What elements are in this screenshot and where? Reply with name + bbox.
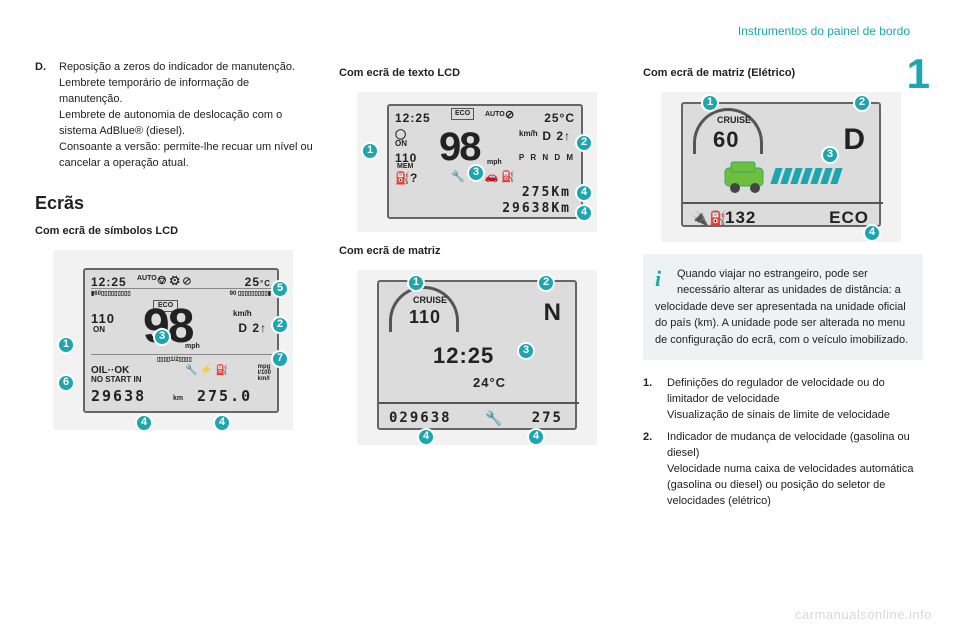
gear-indicator: N bbox=[544, 296, 561, 331]
list-item: 2.Indicador de mudança de velocidade (ga… bbox=[643, 430, 923, 510]
callout-badge: 2 bbox=[537, 274, 555, 292]
on-label: ON bbox=[395, 138, 407, 150]
lcd-text: 12:25 ECO AUTO ⊘ 25°C ◯ ON 98 km/h D 2↑ … bbox=[387, 104, 583, 219]
callout-badge: 6 bbox=[57, 374, 75, 392]
fuel-icon: 🔌⛽ bbox=[691, 208, 728, 228]
subhead-text-lcd: Com ecrã de texto LCD bbox=[339, 66, 619, 82]
column-3: Com ecrã de matriz (Elétrico) CRUISE 60 … bbox=[643, 60, 923, 516]
odometer: 29638Km bbox=[502, 200, 571, 219]
info-box: i Quando viajar no estrangeiro, pode ser… bbox=[643, 254, 923, 361]
lcd-temp: 25°C bbox=[544, 110, 575, 127]
on-label: ON bbox=[93, 324, 105, 336]
figure-matrix-electric: CRUISE 60 D 🔌⛽ 132 ECO 1 2 3 4 bbox=[661, 92, 901, 242]
icons-row: 🔧 ⚡ ⛽ bbox=[185, 364, 228, 379]
callout-badge: 3 bbox=[467, 164, 485, 182]
auto-label: AUTO bbox=[485, 110, 505, 120]
gear-indicator: D bbox=[843, 118, 865, 162]
gear-indicator: D 2↑ bbox=[238, 320, 267, 337]
wiper-icon: ⎊ ⚙ ⊘ bbox=[157, 272, 191, 289]
callout-badge: 2 bbox=[575, 134, 593, 152]
odometer: 29638 bbox=[91, 386, 146, 408]
cruise-val: 60 bbox=[713, 124, 739, 156]
list-item-d: D. Reposição a zeros do indicador de man… bbox=[35, 60, 315, 172]
callout-badge: 1 bbox=[57, 336, 75, 354]
lcd-temp: 24°C bbox=[473, 374, 506, 393]
figure-symbols-lcd: 12:25 AUTO ⎊ ⚙ ⊘ 25°C ▮60▯▯▯▯▯▯▯▯▯ 90 ▯▯… bbox=[53, 250, 293, 430]
callout-badge: 3 bbox=[517, 342, 535, 360]
gauge-left: ▮60▯▯▯▯▯▯▯▯▯ bbox=[91, 290, 131, 299]
hint-icon: ⛽? bbox=[395, 170, 417, 187]
callout-badge: 7 bbox=[271, 350, 289, 368]
callout-badge: 4 bbox=[213, 414, 231, 432]
figure-matrix: CRUISE 110 N 12:25 24°C 029638 🔧 275 1 2 3… bbox=[357, 270, 597, 445]
column-1: D. Reposição a zeros do indicador de man… bbox=[35, 60, 315, 516]
odometer: 029638 bbox=[389, 408, 452, 428]
trip: 275 bbox=[532, 408, 563, 428]
subhead-symbols-lcd: Com ecrã de símbolos LCD bbox=[35, 224, 315, 240]
mph-label: mph bbox=[487, 158, 502, 168]
mph-label: mph bbox=[185, 342, 200, 352]
speed-unit: km/h bbox=[233, 308, 252, 320]
heading-ecras: Ecrãs bbox=[35, 190, 315, 216]
watermark: carmanualsonline.info bbox=[795, 607, 932, 622]
gauge-right: 90 ▯▯▯▯▯▯▯▯▯▮ bbox=[230, 290, 271, 299]
gear-indicator: D 2↑ bbox=[542, 128, 571, 145]
lcd-clock: 12:25 bbox=[395, 110, 431, 127]
list-item-text: Definições do regulador de velocidade ou… bbox=[667, 376, 923, 424]
callout-badge: 1 bbox=[701, 94, 719, 112]
lcd-auto: AUTO bbox=[137, 274, 157, 284]
subhead-matrix-electric: Com ecrã de matriz (Elétrico) bbox=[643, 66, 923, 82]
callout-badge: 4 bbox=[863, 224, 881, 242]
list-item-text: Indicador de mudança de velocidade (gaso… bbox=[667, 430, 923, 510]
callout-badge: 3 bbox=[821, 146, 839, 164]
speed-unit: km/h bbox=[519, 128, 538, 140]
callout-badge: 2 bbox=[271, 316, 289, 334]
wrench-icon: 🔧 bbox=[485, 408, 503, 428]
section-header: Instrumentos do painel de bordo bbox=[738, 24, 910, 38]
callout-badge: 4 bbox=[575, 204, 593, 222]
odo-unit: km bbox=[173, 394, 183, 404]
list-item-number: 1. bbox=[643, 376, 659, 424]
list-item-number: 2. bbox=[643, 430, 659, 510]
callout-badge: 5 bbox=[271, 280, 289, 298]
figure-text-lcd: 12:25 ECO AUTO ⊘ 25°C ◯ ON 98 km/h D 2↑ … bbox=[357, 92, 597, 232]
subhead-matrix: Com ecrã de matriz bbox=[339, 244, 619, 260]
lcd-symbols: 12:25 AUTO ⎊ ⚙ ⊘ 25°C ▮60▯▯▯▯▯▯▯▯▯ 90 ▯▯… bbox=[83, 268, 279, 413]
callout-badge: 1 bbox=[361, 142, 379, 160]
prndm: P R N D M bbox=[519, 152, 575, 164]
lcd-clock: 12:25 bbox=[433, 340, 494, 372]
numbered-list: 1.Definições do regulador de velocidade … bbox=[643, 376, 923, 510]
callout-badge: 4 bbox=[135, 414, 153, 432]
callout-badge: 4 bbox=[575, 184, 593, 202]
nostart: NO START IN bbox=[91, 374, 142, 386]
charge-bars bbox=[773, 168, 840, 184]
list-item: 1.Definições do regulador de velocidade … bbox=[643, 376, 923, 424]
lcd-matrix: CRUISE 110 N 12:25 24°C 029638 🔧 275 bbox=[377, 280, 577, 430]
callout-badge: 4 bbox=[527, 428, 545, 446]
column-2: Com ecrã de texto LCD 12:25 ECO AUTO ⊘ 2… bbox=[339, 60, 619, 516]
item-text: Reposição a zeros do indicador de manute… bbox=[59, 60, 315, 172]
callout-badge: 2 bbox=[853, 94, 871, 112]
item-letter: D. bbox=[35, 60, 51, 172]
callout-badge: 4 bbox=[417, 428, 435, 446]
eco-label: ECO bbox=[829, 206, 869, 231]
trip-units: mpg l/100 km/l bbox=[258, 364, 271, 382]
info-text: Quando viajar no estrangeiro, pode ser n… bbox=[655, 268, 908, 346]
range-val: 132 bbox=[725, 206, 756, 231]
lcd-electric: CRUISE 60 D 🔌⛽ 132 ECO bbox=[681, 102, 881, 227]
page-columns: D. Reposição a zeros do indicador de man… bbox=[35, 60, 923, 516]
trip: 275.0 bbox=[197, 386, 252, 408]
callout-badge: 1 bbox=[407, 274, 425, 292]
cruise-val: 110 bbox=[409, 304, 441, 330]
icon-lane: ⊘ bbox=[505, 108, 514, 124]
callout-badge: 3 bbox=[153, 328, 171, 346]
info-icon: i bbox=[655, 262, 669, 295]
